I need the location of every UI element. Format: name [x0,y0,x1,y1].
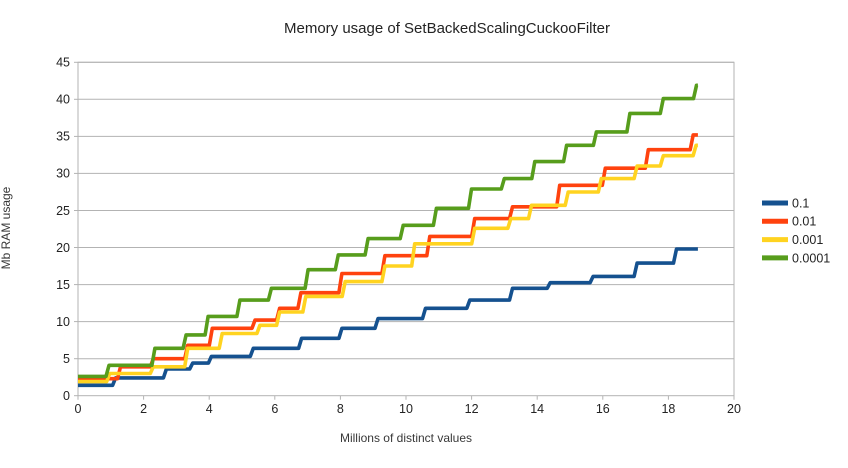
y-tick-label: 40 [56,93,70,107]
y-tick-label: 30 [56,167,70,181]
x-tick-label: 12 [465,402,479,416]
legend-label-0.1: 0.1 [792,196,809,210]
y-tick-label: 10 [56,315,70,329]
x-tick-label: 2 [140,402,147,416]
legend-label-0.001: 0.001 [792,233,823,247]
y-tick-label: 45 [56,56,70,70]
x-tick-label: 16 [596,402,610,416]
y-tick-label: 5 [63,352,70,366]
y-tick-label: 25 [56,204,70,218]
series-line-0.1 [78,247,698,388]
y-tick-label: 0 [63,389,70,403]
x-tick-label: 6 [271,402,278,416]
x-tick-label: 10 [399,402,413,416]
x-tick-label: 4 [206,402,213,416]
y-tick-label: 35 [56,130,70,144]
plot-frame [77,61,735,397]
x-tick-label: 18 [661,402,675,416]
legend-label-0.01: 0.01 [792,215,816,229]
x-axis-title: Millions of distinct values [339,431,473,445]
chart-title: Memory usage of SetBackedScalingCuckooFi… [284,20,610,37]
x-tick-label: 0 [75,402,82,416]
y-axis-title: Mb RAM usage [0,186,13,270]
y-tick-label: 15 [56,278,70,292]
legend-label-0.0001: 0.0001 [792,251,830,265]
x-tick-label: 14 [530,402,544,416]
series-line-0.0001 [78,83,699,379]
x-tick-label: 8 [337,402,344,416]
y-tick-label: 20 [56,241,70,255]
series-line-0.001 [78,143,698,384]
series-line-0.01 [78,133,698,381]
x-tick-label: 20 [727,402,741,416]
